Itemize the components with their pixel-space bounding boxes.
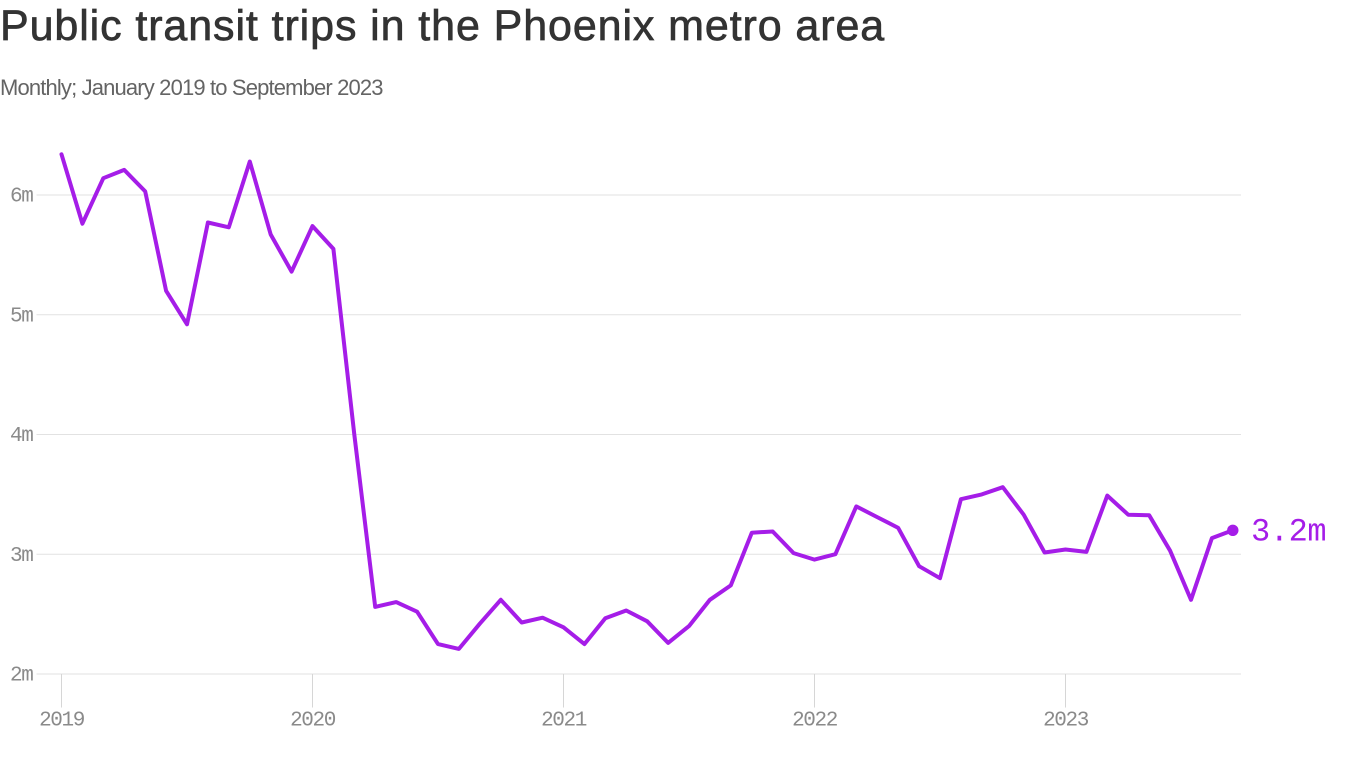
svg-text:3m: 3m <box>10 545 33 568</box>
svg-text:4m: 4m <box>10 425 33 448</box>
svg-text:3.2m: 3.2m <box>1251 514 1326 551</box>
svg-text:2023: 2023 <box>1043 710 1089 733</box>
svg-text:2021: 2021 <box>541 710 587 733</box>
svg-text:2019: 2019 <box>39 710 85 733</box>
svg-text:2020: 2020 <box>290 710 336 733</box>
svg-text:5m: 5m <box>10 305 33 328</box>
svg-text:6m: 6m <box>10 186 33 209</box>
svg-text:2m: 2m <box>10 665 33 688</box>
svg-text:2022: 2022 <box>792 710 838 733</box>
